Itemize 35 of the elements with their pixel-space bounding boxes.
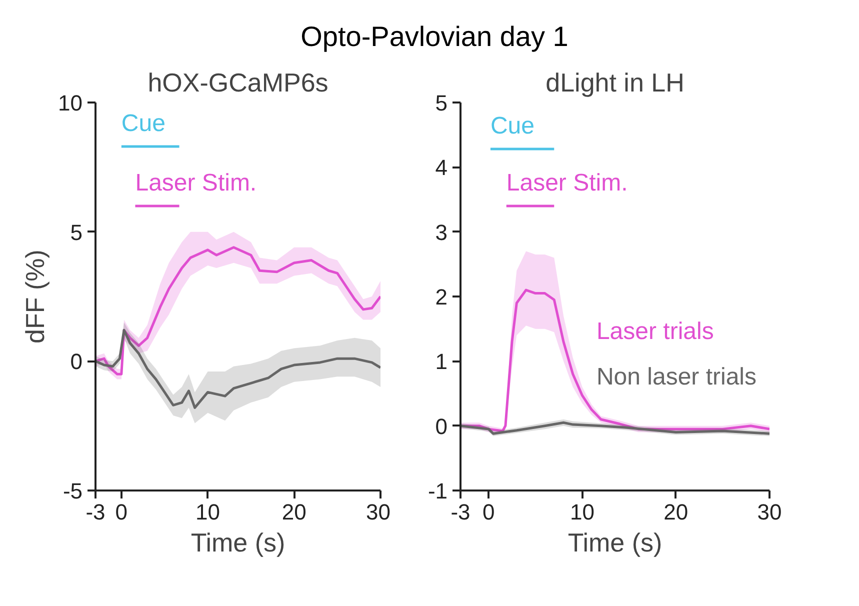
y-tick-label: 0 [70,349,83,374]
line-series [96,328,380,409]
y-tick-label: -1 [428,478,448,504]
x-tick-label: 10 [570,500,594,524]
series-label: Non laser trials [596,363,757,390]
x-axis-title: Time (s) [568,528,662,558]
x-tick-label: 30 [757,500,782,524]
y-tick-label: 3 [435,220,448,245]
x-tick-label: 0 [115,500,128,524]
x-tick-label: 10 [196,500,220,524]
chart-subtitle: hOX-GCaMP6s [148,68,328,98]
x-tick-label: -3 [450,500,470,524]
series-label: Laser Stim. [135,169,257,196]
y-tick-label: 4 [435,155,448,180]
series-label: Cue [490,112,534,140]
y-tick-label: -5 [62,478,82,504]
chart-title: Opto-Pavlovian day 1 [300,20,568,54]
x-tick-label: -3 [86,500,106,524]
x-tick-label: 20 [664,500,688,524]
x-tick-label: 0 [482,500,495,524]
line-series [460,288,770,432]
y-tick-label: 0 [435,414,448,439]
y-axis-title: dFF (%) [20,250,50,344]
x-tick-label: 20 [282,500,306,524]
y-tick-label: 2 [435,284,448,310]
series-label: Laser Stim. [506,169,628,196]
y-tick-label: 5 [435,90,448,116]
series-label: Laser trials [596,318,714,345]
x-axis-title: Time (s) [190,528,286,558]
y-tick-label: 10 [58,90,83,116]
x-tick-label: 30 [366,500,391,524]
chart-title: dLight in LH [546,68,684,98]
y-tick-label: 5 [70,220,83,245]
series-label: Cue [121,110,166,137]
y-tick-label: 1 [435,349,448,374]
